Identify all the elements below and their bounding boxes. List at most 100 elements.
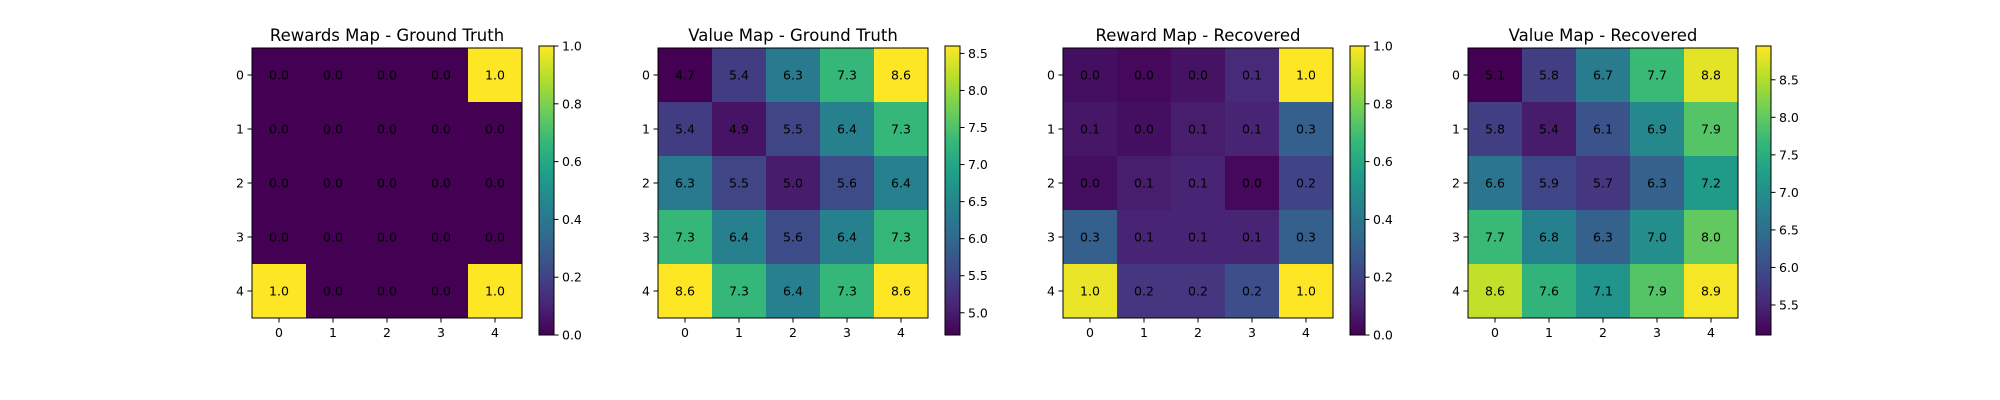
- heatmap-cell: [1522, 48, 1577, 103]
- heatmap-cell: [766, 210, 821, 265]
- cell-label: 0.1: [1134, 176, 1154, 191]
- heatmap-cell: [360, 264, 415, 319]
- heatmap-cell: [468, 210, 523, 265]
- heatmap-cell: [252, 102, 307, 157]
- heatmap-cell: [874, 48, 929, 103]
- heatmap-cell: [1522, 156, 1577, 211]
- heatmap-cell: [1576, 102, 1631, 157]
- heatmap-cell: [468, 264, 523, 319]
- cell-label: 5.4: [675, 122, 695, 137]
- cell-label: 5.4: [729, 68, 749, 83]
- cell-label: 7.3: [729, 284, 749, 299]
- cell-label: 0.0: [1188, 68, 1208, 83]
- heatmap-cell: [1630, 210, 1685, 265]
- y-tick-label: 3: [1452, 230, 1460, 245]
- cell-label: 1.0: [1080, 284, 1100, 299]
- heatmap-cell: [1063, 48, 1118, 103]
- cell-label: 0.0: [431, 284, 451, 299]
- heatmap-cell: [1063, 102, 1118, 157]
- heatmap-cell: [820, 48, 875, 103]
- heatmap-cell: [1576, 156, 1631, 211]
- cell-label: 5.4: [1539, 122, 1559, 137]
- x-tick-label: 4: [491, 325, 499, 340]
- heatmap-cell: [820, 210, 875, 265]
- heatmap-cell: [306, 264, 361, 319]
- cell-label: 0.0: [485, 122, 505, 137]
- x-tick-label: 3: [437, 325, 445, 340]
- cell-label: 8.6: [1485, 284, 1505, 299]
- colorbar-tick-label: 7.0: [968, 157, 988, 172]
- y-tick-label: 1: [1452, 122, 1460, 137]
- cell-label: 0.0: [485, 230, 505, 245]
- cell-label: 7.1: [1593, 284, 1613, 299]
- heatmap-cell: [1522, 210, 1577, 265]
- y-tick-label: 3: [236, 230, 244, 245]
- cell-label: 7.6: [1539, 284, 1559, 299]
- cell-label: 7.9: [1701, 122, 1721, 137]
- heatmap-cell: [1117, 102, 1172, 157]
- cell-label: 0.3: [1080, 230, 1100, 245]
- heatmap-cell: [874, 210, 929, 265]
- y-tick-label: 0: [1047, 68, 1055, 83]
- heatmap-cell: [712, 102, 767, 157]
- heatmap-cell: [874, 264, 929, 319]
- cell-label: 8.6: [675, 284, 695, 299]
- cell-label: 6.4: [729, 230, 749, 245]
- heatmap-panel-3: Reward Map - Recovered 0.0 0.0 0.0 0.1 1.0 0.1…: [1047, 26, 1393, 343]
- x-tick-label: 0: [275, 325, 283, 340]
- heatmap-panel-1: Rewards Map - Ground Truth 0.0 0.0 0.0 0.0 1.…: [236, 26, 582, 343]
- heatmap-cell: [1630, 48, 1685, 103]
- cell-label: 0.1: [1188, 122, 1208, 137]
- cell-label: 0.2: [1242, 284, 1262, 299]
- heatmap-cell: [766, 102, 821, 157]
- cell-label: 4.9: [729, 122, 749, 137]
- heatmap-cell: [1468, 210, 1523, 265]
- cell-label: 6.3: [1647, 176, 1667, 191]
- cell-label: 0.0: [269, 122, 289, 137]
- heatmap-cell: [306, 210, 361, 265]
- heatmap-cell: [1576, 264, 1631, 319]
- heatmap-cell: [1279, 102, 1334, 157]
- x-tick-label: 0: [681, 325, 689, 340]
- cell-label: 0.0: [1134, 68, 1154, 83]
- colorbar-tick-label: 0.6: [562, 154, 582, 169]
- heatmap-cell: [1117, 156, 1172, 211]
- cell-label: 0.0: [323, 122, 343, 137]
- heatmap-cell: [1117, 48, 1172, 103]
- heatmap-panel-2: Value Map - Ground Truth 4.7 5.4 6.3 7.3 8.6 5…: [642, 26, 988, 340]
- colorbar: [1349, 45, 1366, 336]
- colorbar-tick-label: 7.0: [1779, 185, 1799, 200]
- heatmap-cell: [766, 48, 821, 103]
- heatmap-cell: [468, 156, 523, 211]
- cell-label: 0.0: [431, 230, 451, 245]
- cell-label: 6.6: [1485, 176, 1505, 191]
- heatmap-cell: [1171, 264, 1226, 319]
- cell-label: 6.1: [1593, 122, 1613, 137]
- cell-label: 5.7: [1593, 176, 1613, 191]
- heatmap-cell: [1171, 48, 1226, 103]
- heatmap-cell: [1468, 264, 1523, 319]
- colorbar: [538, 45, 555, 336]
- cell-label: 5.8: [1485, 122, 1505, 137]
- cell-label: 0.2: [1188, 284, 1208, 299]
- colorbar-tick-label: 1.0: [1373, 39, 1393, 54]
- heatmap-cell: [306, 156, 361, 211]
- cell-label: 7.0: [1647, 230, 1667, 245]
- colorbar: [944, 45, 961, 336]
- heatmap-cell: [306, 48, 361, 103]
- cell-label: 0.3: [1296, 230, 1316, 245]
- cell-label: 0.1: [1242, 68, 1262, 83]
- cell-label: 8.8: [1701, 68, 1721, 83]
- heatmap-cell: [1117, 210, 1172, 265]
- heatmap-cell: [1522, 102, 1577, 157]
- cell-label: 0.0: [377, 122, 397, 137]
- y-tick-label: 0: [236, 68, 244, 83]
- cell-label: 1.0: [485, 284, 505, 299]
- colorbar-tick-label: 6.5: [968, 194, 988, 209]
- heatmap-cell: [766, 156, 821, 211]
- heatmap-cell: [820, 102, 875, 157]
- cell-label: 6.3: [1593, 230, 1613, 245]
- heatmap-cell: [252, 210, 307, 265]
- cell-label: 5.5: [783, 122, 803, 137]
- heatmap-cell: [252, 48, 307, 103]
